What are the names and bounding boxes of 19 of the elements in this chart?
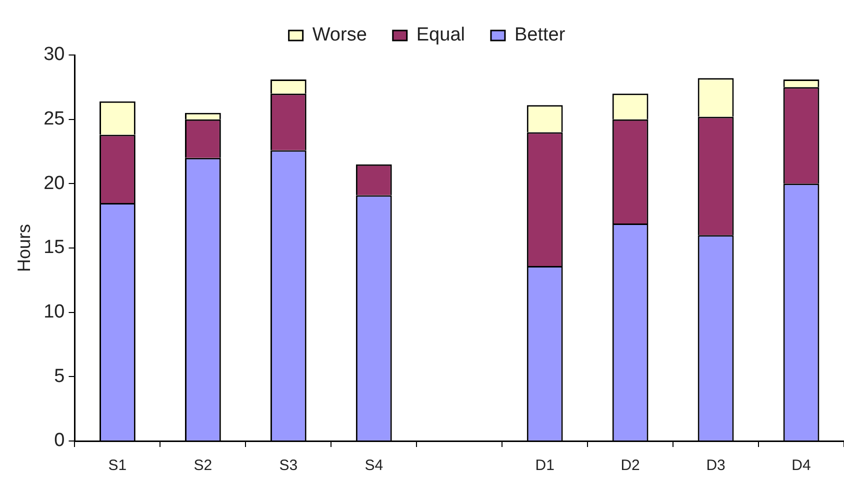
x-tick-label: D2: [620, 457, 640, 474]
y-tick-label: 15: [44, 237, 65, 258]
x-tick-label: S4: [364, 457, 384, 474]
legend-label: Worse: [312, 24, 367, 46]
x-tick-label: D1: [535, 457, 554, 474]
x-tick-label: S3: [279, 457, 298, 474]
legend-label: Equal: [416, 24, 465, 46]
x-tick-label: S2: [194, 457, 212, 474]
x-tick-label: D3: [706, 457, 726, 474]
y-axis-title: Hours: [14, 224, 34, 272]
y-tick-label: 30: [44, 44, 65, 66]
y-tick-label: 10: [44, 302, 65, 323]
y-tick-label: 0: [54, 430, 65, 452]
x-tick-label: D4: [792, 457, 811, 474]
x-tick-label: S1: [108, 457, 127, 474]
legend-label: Better: [514, 24, 566, 46]
y-tick-label: 5: [54, 366, 65, 387]
y-tick-label: 20: [44, 172, 65, 194]
y-tick-label: 25: [44, 108, 65, 130]
